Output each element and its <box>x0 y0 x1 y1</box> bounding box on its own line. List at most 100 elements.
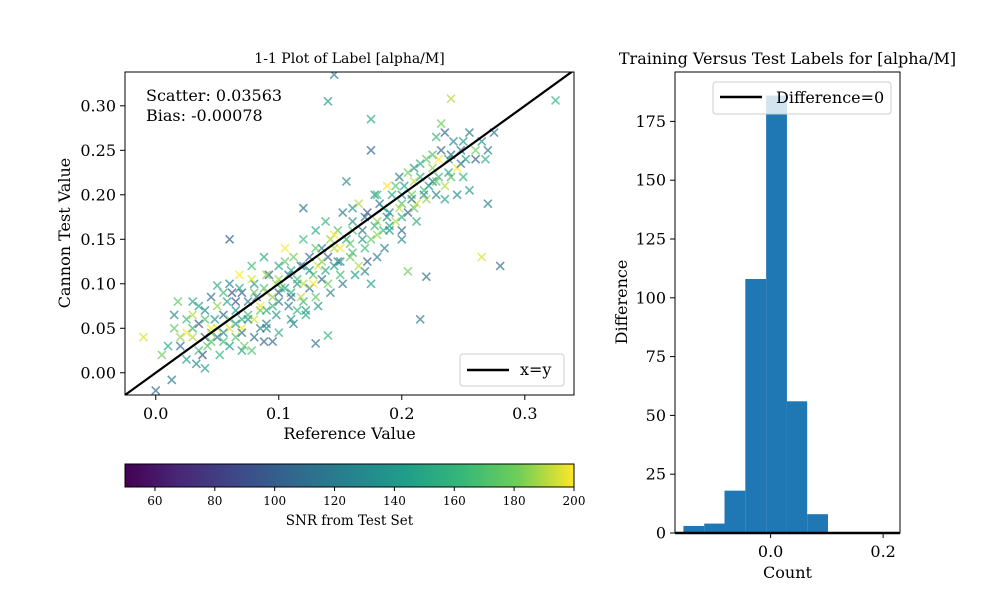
scatter-point <box>480 154 490 164</box>
scatter-point <box>443 167 454 178</box>
scatter-point <box>366 234 376 244</box>
scatter-point <box>323 279 333 289</box>
histogram-bar <box>807 514 828 533</box>
scatter-point <box>298 203 308 213</box>
scatter-point <box>458 136 468 146</box>
histogram-x-label: Count <box>763 563 812 582</box>
scatter-point <box>175 341 185 351</box>
scatter-point <box>329 230 339 240</box>
histogram-y-tick-label: 175 <box>635 112 666 131</box>
histogram-title: Training Versus Test Labels for [alpha/M… <box>619 49 956 68</box>
scatter-point <box>284 301 294 311</box>
scatter-point <box>169 310 179 320</box>
scatter-point <box>421 272 431 282</box>
histogram-legend: Difference=0 <box>712 81 892 115</box>
scatter-point <box>366 145 376 155</box>
scatter-point <box>403 208 413 218</box>
scatter-point <box>210 314 220 324</box>
scatter-point <box>239 341 249 351</box>
scatter-point <box>231 297 241 307</box>
scatter-point <box>261 270 272 280</box>
scatter-point <box>458 172 468 182</box>
scatter-point <box>407 190 417 200</box>
scatter-point <box>259 252 269 262</box>
scatter-point <box>237 345 247 356</box>
histogram-y-tick-label: 75 <box>646 347 666 366</box>
scatter-point <box>335 256 345 267</box>
scatter-point <box>464 127 475 138</box>
scatter-title: 1-1 Plot of Label [alpha/M] <box>254 51 444 67</box>
scatter-point <box>247 274 257 284</box>
scatter-point <box>427 150 438 160</box>
scatter-point <box>345 252 355 262</box>
scatter-point <box>335 270 345 280</box>
scatter-point <box>341 176 351 187</box>
colorbar-ticks: 60 80 100 120 140 160 180 200 <box>147 487 585 508</box>
scatter-point <box>471 145 481 155</box>
scatter-y-tick-label: 0.05 <box>80 319 116 338</box>
scatter-point <box>360 243 370 253</box>
scatter-point <box>411 216 422 227</box>
histogram-y-tick-label: 0 <box>656 524 666 543</box>
scatter-point <box>366 279 376 289</box>
scatter-point <box>218 328 228 338</box>
histogram-y-tick-label: 25 <box>646 465 666 484</box>
scatter-point <box>397 199 407 209</box>
scatter-point <box>268 292 278 302</box>
scatter-y-tick-label: 0.15 <box>80 230 116 249</box>
histogram-legend-box <box>712 81 892 115</box>
scatter-point <box>345 239 355 249</box>
scatter-point <box>280 283 290 293</box>
scatter-point <box>222 297 232 307</box>
scatter-point <box>249 279 259 289</box>
scatter-y-tick-label: 0.10 <box>80 274 116 293</box>
scatter-point <box>268 337 278 347</box>
histogram-y-ticks: 0 25 50 75 100 125 150 175 <box>635 112 675 543</box>
scatter-point <box>448 136 459 146</box>
histogram-legend-label: Difference=0 <box>776 88 884 107</box>
scatter-point <box>366 114 376 124</box>
scatter-point <box>397 212 407 222</box>
scatter-point <box>362 256 372 267</box>
scatter-point <box>264 270 274 280</box>
scatter-point <box>218 310 228 320</box>
scatter-point <box>434 172 444 182</box>
scatter-point <box>292 274 302 284</box>
scatter-point <box>249 332 259 342</box>
scatter-point <box>477 252 487 262</box>
scatter-point <box>350 270 360 280</box>
colorbar-tick-label: 80 <box>207 494 222 508</box>
scatter-point <box>325 288 335 298</box>
scatter-point <box>194 319 204 329</box>
scatter-point <box>227 288 237 298</box>
scatter-point <box>194 301 204 311</box>
scatter-point <box>323 252 333 262</box>
scatter-point <box>456 159 466 169</box>
scatter-x-tick-label: 0.1 <box>266 404 291 423</box>
scatter-point <box>421 154 431 164</box>
scatter-point <box>259 283 269 293</box>
scatter-point <box>431 132 441 142</box>
scatter-legend-box <box>459 353 565 387</box>
scatter-point <box>296 292 306 302</box>
scatter-point <box>271 310 281 320</box>
scatter-point <box>483 145 493 155</box>
scatter-point <box>212 301 222 311</box>
scatter-point <box>252 292 262 302</box>
scatter-legend: x=y <box>459 353 565 387</box>
scatter-point <box>338 279 348 289</box>
scatter-point <box>399 181 409 191</box>
histogram-axes-frame <box>674 71 901 534</box>
scatter-point <box>237 328 247 338</box>
scatter-point <box>403 167 413 178</box>
scatter-point <box>288 252 299 262</box>
scatter-point <box>391 216 401 227</box>
scatter-point <box>175 332 185 342</box>
histogram-y-tick-label: 150 <box>635 171 666 190</box>
scatter-x-tick-label: 0.2 <box>389 404 414 423</box>
scatter-point <box>274 297 284 307</box>
histogram-panel: Training Versus Test Labels for [alpha/M… <box>612 49 956 582</box>
scatter-point <box>464 185 475 195</box>
scatter-point <box>382 181 392 191</box>
scatter-point <box>370 221 380 231</box>
